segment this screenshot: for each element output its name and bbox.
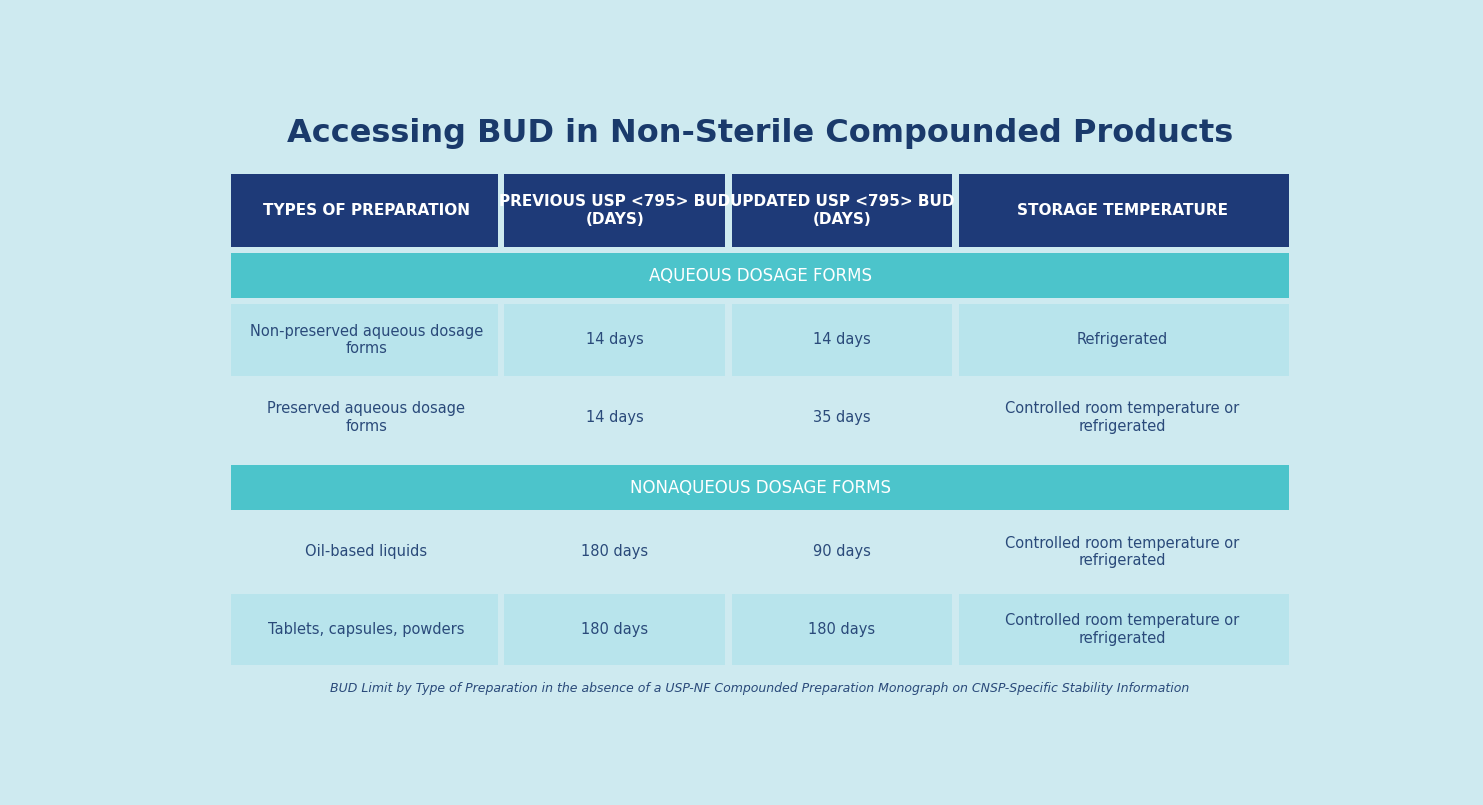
FancyBboxPatch shape <box>955 382 1289 453</box>
Text: 35 days: 35 days <box>813 410 871 425</box>
FancyBboxPatch shape <box>952 304 960 375</box>
FancyBboxPatch shape <box>955 516 1289 588</box>
Text: Refrigerated: Refrigerated <box>1077 332 1167 348</box>
Text: 180 days: 180 days <box>808 621 875 637</box>
Text: 180 days: 180 days <box>581 621 648 637</box>
FancyBboxPatch shape <box>952 594 960 665</box>
FancyBboxPatch shape <box>725 516 731 588</box>
Text: BUD Limit by Type of Preparation in the absence of a USP-NF Compounded Preparati: BUD Limit by Type of Preparation in the … <box>331 682 1189 695</box>
FancyBboxPatch shape <box>497 174 504 247</box>
FancyBboxPatch shape <box>725 174 731 247</box>
Text: TYPES OF PREPARATION: TYPES OF PREPARATION <box>262 203 470 218</box>
Text: STORAGE TEMPERATURE: STORAGE TEMPERATURE <box>1017 203 1228 218</box>
Text: UPDATED USP <795> BUD
(DAYS): UPDATED USP <795> BUD (DAYS) <box>730 195 954 227</box>
Text: PREVIOUS USP <795> BUD
(DAYS): PREVIOUS USP <795> BUD (DAYS) <box>498 195 730 227</box>
FancyBboxPatch shape <box>728 382 955 453</box>
FancyBboxPatch shape <box>728 174 955 247</box>
Text: 90 days: 90 days <box>813 544 871 559</box>
Text: NONAQUEOUS DOSAGE FORMS: NONAQUEOUS DOSAGE FORMS <box>630 479 890 497</box>
Text: 14 days: 14 days <box>586 410 644 425</box>
FancyBboxPatch shape <box>231 254 1289 298</box>
FancyBboxPatch shape <box>231 174 501 247</box>
FancyBboxPatch shape <box>231 304 501 375</box>
Text: 14 days: 14 days <box>586 332 644 348</box>
FancyBboxPatch shape <box>497 594 504 665</box>
FancyBboxPatch shape <box>497 516 504 588</box>
Text: 14 days: 14 days <box>813 332 871 348</box>
FancyBboxPatch shape <box>497 304 504 375</box>
FancyBboxPatch shape <box>231 516 501 588</box>
Text: Accessing BUD in Non-Sterile Compounded Products: Accessing BUD in Non-Sterile Compounded … <box>286 118 1234 149</box>
FancyBboxPatch shape <box>952 382 960 453</box>
FancyBboxPatch shape <box>955 304 1289 375</box>
FancyBboxPatch shape <box>725 594 731 665</box>
Text: 180 days: 180 days <box>581 544 648 559</box>
FancyBboxPatch shape <box>955 594 1289 665</box>
FancyBboxPatch shape <box>728 304 955 375</box>
FancyBboxPatch shape <box>501 174 728 247</box>
FancyBboxPatch shape <box>501 382 728 453</box>
Text: Preserved aqueous dosage
forms: Preserved aqueous dosage forms <box>267 401 466 434</box>
FancyBboxPatch shape <box>725 382 731 453</box>
FancyBboxPatch shape <box>231 382 501 453</box>
FancyBboxPatch shape <box>497 382 504 453</box>
Text: Controlled room temperature or
refrigerated: Controlled room temperature or refrigera… <box>1005 401 1240 434</box>
FancyBboxPatch shape <box>501 304 728 375</box>
FancyBboxPatch shape <box>725 304 731 375</box>
FancyBboxPatch shape <box>952 174 960 247</box>
FancyBboxPatch shape <box>955 174 1289 247</box>
FancyBboxPatch shape <box>501 516 728 588</box>
Text: Controlled room temperature or
refrigerated: Controlled room temperature or refrigera… <box>1005 535 1240 568</box>
Text: Non-preserved aqueous dosage
forms: Non-preserved aqueous dosage forms <box>249 324 483 356</box>
FancyBboxPatch shape <box>231 465 1289 510</box>
Text: Controlled room temperature or
refrigerated: Controlled room temperature or refrigera… <box>1005 613 1240 646</box>
Text: AQUEOUS DOSAGE FORMS: AQUEOUS DOSAGE FORMS <box>648 266 872 285</box>
Text: Tablets, capsules, powders: Tablets, capsules, powders <box>268 621 464 637</box>
FancyBboxPatch shape <box>952 516 960 588</box>
Text: Oil-based liquids: Oil-based liquids <box>305 544 427 559</box>
FancyBboxPatch shape <box>728 594 955 665</box>
FancyBboxPatch shape <box>728 516 955 588</box>
FancyBboxPatch shape <box>501 594 728 665</box>
FancyBboxPatch shape <box>231 594 501 665</box>
